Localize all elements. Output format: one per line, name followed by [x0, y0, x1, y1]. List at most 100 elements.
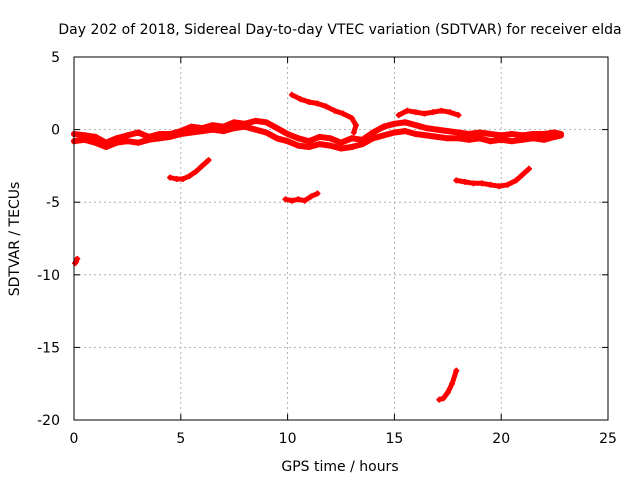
- data-point: [199, 162, 206, 169]
- data-point: [519, 171, 526, 178]
- data-point: [295, 142, 302, 149]
- data-point: [498, 136, 505, 143]
- data-point: [135, 129, 142, 136]
- data-point: [316, 133, 323, 140]
- data-point: [540, 136, 547, 143]
- series-segment-4: [289, 92, 359, 135]
- data-point: [470, 180, 477, 187]
- y-tick-label: -10: [37, 268, 60, 284]
- data-point: [444, 135, 451, 142]
- data-point: [455, 112, 462, 119]
- data-point: [455, 135, 462, 142]
- data-point: [252, 126, 259, 133]
- data-point: [305, 99, 312, 106]
- data-point: [288, 197, 295, 204]
- data-point: [421, 110, 428, 117]
- data-point: [453, 177, 460, 184]
- data-point: [305, 138, 312, 145]
- data-point: [263, 129, 270, 136]
- data-point: [113, 139, 120, 146]
- data-point: [209, 126, 216, 133]
- data-point: [205, 157, 212, 164]
- grid: [74, 57, 608, 420]
- data-point: [348, 144, 355, 151]
- data-point: [508, 130, 515, 137]
- data-point: [295, 135, 302, 142]
- data-point: [402, 119, 409, 126]
- data-point: [314, 100, 321, 107]
- data-point: [455, 129, 462, 136]
- data-point: [476, 135, 483, 142]
- y-axis-label: SDTVAR / TECUs: [7, 182, 23, 297]
- x-tick-label: 0: [70, 431, 79, 447]
- data-point: [273, 135, 280, 142]
- data-point: [487, 181, 494, 188]
- data-point: [124, 138, 131, 145]
- data-point: [177, 130, 184, 137]
- data-point: [380, 123, 387, 130]
- data-point: [404, 107, 411, 114]
- data-point: [412, 109, 419, 116]
- data-point: [103, 144, 110, 151]
- x-tick-label: 5: [176, 431, 185, 447]
- data-series: [71, 91, 565, 403]
- data-point: [231, 125, 238, 132]
- data-point: [423, 132, 430, 139]
- plot-frame: [73, 56, 609, 421]
- data-point: [179, 175, 186, 182]
- data-point: [359, 141, 366, 148]
- data-point: [370, 129, 377, 136]
- data-point: [436, 396, 443, 403]
- data-point: [446, 109, 453, 116]
- y-tick-label: 0: [51, 123, 60, 139]
- data-point: [314, 190, 321, 197]
- x-tick-label: 15: [385, 431, 403, 447]
- data-point: [297, 96, 304, 103]
- data-point: [284, 138, 291, 145]
- data-point: [466, 130, 473, 137]
- data-point: [273, 125, 280, 132]
- data-point: [220, 128, 227, 135]
- data-point: [530, 135, 537, 142]
- data-point: [444, 128, 451, 135]
- data-point: [124, 132, 131, 139]
- y-tick-label: -20: [37, 413, 60, 429]
- data-point: [74, 255, 81, 262]
- chart-title: Day 202 of 2018, Sidereal Day-to-day VTE…: [58, 22, 621, 38]
- data-point: [199, 128, 206, 135]
- data-point: [192, 168, 199, 175]
- data-point: [331, 107, 338, 114]
- data-point: [284, 130, 291, 137]
- data-point: [135, 139, 142, 146]
- data-point: [434, 133, 441, 140]
- data-point: [449, 380, 456, 387]
- data-point: [308, 193, 315, 200]
- data-point: [186, 173, 193, 180]
- data-point: [466, 136, 473, 143]
- data-point: [295, 196, 302, 203]
- data-point: [231, 119, 238, 126]
- data-point: [338, 139, 344, 146]
- data-point: [476, 129, 483, 136]
- data-point: [301, 197, 308, 204]
- data-point: [395, 112, 402, 119]
- data-point: [513, 177, 520, 184]
- data-point: [145, 136, 152, 143]
- data-point: [434, 126, 441, 133]
- data-point: [508, 138, 515, 145]
- data-point: [323, 103, 330, 110]
- data-point: [173, 175, 180, 182]
- data-point: [440, 395, 447, 402]
- data-point: [327, 142, 334, 149]
- data-point: [487, 138, 494, 145]
- data-point: [263, 119, 270, 126]
- data-point: [444, 389, 451, 396]
- data-point: [540, 130, 547, 137]
- data-point: [519, 136, 526, 143]
- x-tick-label: 10: [279, 431, 297, 447]
- data-point: [167, 133, 174, 140]
- data-point: [453, 367, 460, 374]
- data-point: [429, 109, 436, 116]
- data-point: [551, 133, 558, 140]
